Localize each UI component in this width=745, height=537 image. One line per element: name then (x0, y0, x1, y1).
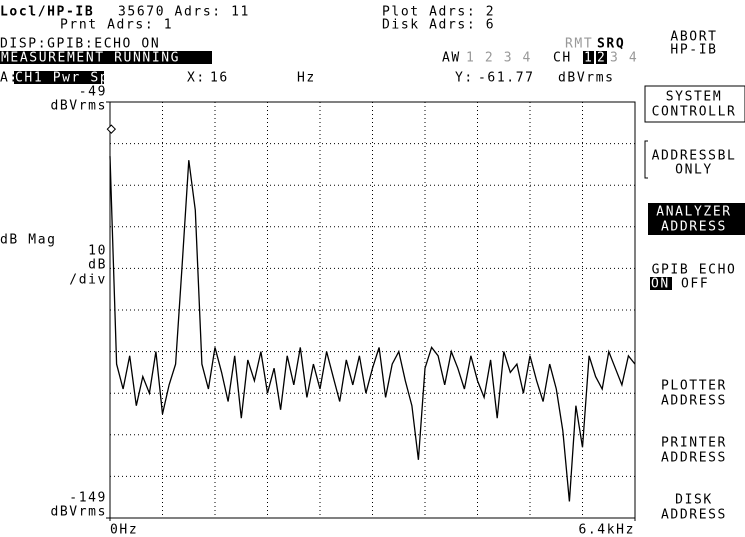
marker-x: 16 (210, 71, 229, 86)
softkey-label[interactable]: CONTROLLR (652, 105, 737, 120)
ch2: 2 (597, 51, 606, 66)
plot-address: Plot Adrs: 2 (382, 5, 495, 20)
ch2-bg (596, 51, 607, 64)
softkey-bracket (644, 140, 648, 179)
echo-off[interactable]: OFF (681, 277, 709, 292)
ch1: 1 (584, 51, 593, 66)
disk-address: Disk Adrs: 6 (382, 18, 495, 33)
marker (106, 124, 117, 134)
model-address: 35670 Adrs: 11 (118, 5, 250, 20)
y-prefix: Y: (455, 71, 474, 86)
aw: AW (442, 51, 461, 66)
softkey-label[interactable]: ABORT (670, 30, 717, 45)
mode: Locl/HP-IB (0, 5, 94, 20)
x-end-label: 6.4kHz (578, 523, 635, 537)
trace (109, 156, 636, 502)
ch: CH (553, 51, 572, 66)
softkey-label[interactable]: ADDRESS (661, 220, 727, 235)
rmt: RMT (565, 37, 593, 52)
status-bg (0, 51, 212, 64)
softkey-label[interactable]: GPIB ECHO (652, 263, 737, 278)
softkey-label[interactable]: ADDRESS (661, 394, 727, 409)
echo-on[interactable]: ON (651, 277, 670, 292)
x-unit: Hz (297, 71, 316, 86)
softkey-label[interactable]: SYSTEM (666, 90, 723, 105)
srq: SRQ (597, 37, 625, 52)
echo-status: DISP:GPIB:ECHO ON (0, 37, 160, 52)
softkey-selected-bg (648, 203, 745, 235)
y-top-unit: dBVrms (50, 99, 107, 114)
softkey-frame (644, 85, 745, 123)
printer-address: Prnt Adrs: 1 (60, 18, 173, 33)
measurement-status: MEASUREMENT RUNNING (1, 51, 180, 66)
softkey-label[interactable]: ANALYZER (656, 205, 731, 220)
x-prefix: X: (187, 71, 206, 86)
softkey-label[interactable]: DISK (675, 493, 713, 508)
aw-numbers: 1 2 3 4 (466, 51, 532, 66)
softkey-label[interactable]: ONLY (675, 163, 713, 178)
marker-y: -61.77 (478, 71, 535, 86)
div-unit: dB (88, 258, 107, 273)
softkey-label[interactable]: HP-IB (670, 43, 717, 58)
softkey-label[interactable]: ADDRESS (661, 508, 727, 523)
y-top-label: -49 (79, 85, 107, 100)
y-unit: dBVrms (558, 71, 615, 86)
y-axis-label: dB Mag (0, 233, 57, 248)
y-bottom-unit: dBVrms (50, 505, 107, 520)
softkey-label[interactable]: ADDRESSBL (652, 149, 737, 164)
trace-name: CH1 Pwr Spec (15, 71, 128, 86)
div-label: /div (69, 273, 107, 288)
x-start-label: 0Hz (110, 523, 138, 537)
ch1-bg (583, 51, 594, 64)
softkey-label[interactable]: PLOTTER (661, 379, 727, 394)
y-bottom-label: -149 (69, 491, 107, 506)
scale-per-div: 10 (88, 244, 107, 259)
softkey-label[interactable]: ADDRESS (661, 451, 727, 466)
trace-name-bg (14, 71, 104, 84)
trace-label: A: (0, 71, 19, 86)
echo-on-bg (650, 277, 672, 290)
softkey-label[interactable]: PRINTER (661, 436, 727, 451)
ch34: 3 4 (610, 51, 638, 66)
